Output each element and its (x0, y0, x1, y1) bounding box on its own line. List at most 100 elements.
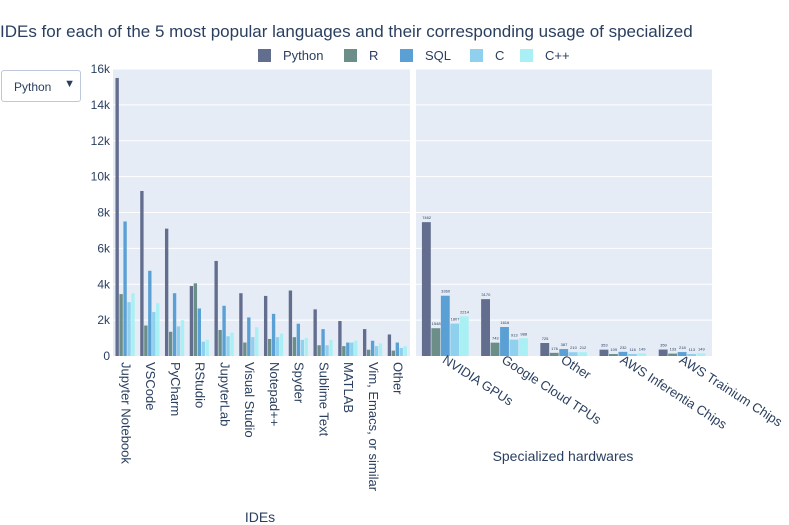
bar-python-jupyterlab (214, 260, 218, 356)
bar-c-vim-emacs-or-similar (378, 343, 383, 356)
bar-python-notepad (263, 295, 268, 356)
bar-python-vscode (140, 190, 144, 356)
bar-sql-google-cloud-tpus (500, 327, 509, 356)
bar-sql-pycharm (172, 293, 177, 356)
x-tick-label-vscode: VSCode (143, 362, 158, 410)
bar-r-jupyterlab (218, 329, 222, 356)
data-label-c-google-cloud-tpus: 913 (511, 333, 518, 338)
bar-r-nvidia-gpus (431, 328, 441, 356)
bar-python-other (540, 342, 550, 356)
bar-r-other (549, 352, 559, 356)
x-tick-label-rstudio: RStudio (193, 362, 208, 408)
bar-c-sublime-text (325, 345, 329, 356)
bar-c-vscode (156, 303, 160, 356)
legend-label-python: Python (283, 48, 323, 63)
legend-label-c: C (495, 48, 504, 63)
bar-c-aws-inferentia-chips (637, 353, 647, 356)
language-dropdown[interactable]: Python ▼ (1, 70, 81, 102)
bar-sql-matlab (346, 342, 350, 356)
bar-c-matlab (350, 342, 354, 356)
bar-python-visual-studio (239, 293, 243, 356)
legend-item-r: R (344, 48, 378, 63)
bar-python-sublime-text (313, 309, 317, 356)
x-tick-label-google-cloud-tpus: Google Cloud TPUs (499, 352, 604, 428)
x-tick-label-aws-inferentia-chips: AWS Inferentia Chips (618, 352, 730, 432)
bar-sql-vim-emacs-or-similar (370, 340, 375, 356)
legend-item-python: Python (258, 48, 323, 63)
legend-item-c: C (470, 48, 504, 63)
bar-r-visual-studio (243, 342, 247, 356)
bar-sql-rstudio (197, 308, 202, 356)
x-tick-label-other: Other (391, 362, 406, 395)
bars: 7462 3170 725 353 359 1548 743 176 109 133 3360 161… (421, 215, 706, 356)
bars (115, 77, 407, 356)
bar-r-matlab (342, 346, 346, 356)
x-tick-label-matlab: MATLAB (341, 362, 356, 413)
data-label-c-aws-inferentia-chips: 149 (639, 346, 646, 351)
legend-label-r: R (369, 48, 378, 63)
data-label-c-aws-trainium-chips: 113 (689, 347, 696, 352)
bar-c-spyder (304, 338, 308, 356)
bar-c-pycharm (180, 320, 185, 356)
y-tick-label: 14k (91, 98, 111, 112)
bar-c-rstudio (205, 339, 209, 356)
bar-r-vim-emacs-or-similar (366, 349, 371, 356)
bar-r-sublime-text (317, 345, 321, 356)
bar-python-nvidia-gpus (421, 222, 431, 356)
bar-sql-nvidia-gpus (440, 295, 450, 356)
y-tick-label: 0 (103, 349, 110, 363)
x-axis-label: IDEs (245, 509, 275, 525)
data-label-c-aws-inferentia-chips: 116 (629, 347, 636, 352)
legend-label-sql: SQL (425, 48, 451, 63)
data-label-python-nvidia-gpus: 7462 (422, 215, 432, 220)
bar-c-other (568, 352, 578, 356)
data-label-r-nvidia-gpus: 1548 (432, 321, 442, 326)
bar-r-aws-inferentia-chips (608, 354, 618, 356)
bar-c-jupyterlab (226, 336, 230, 356)
bar-sql-aws-trainium-chips (677, 352, 687, 356)
x-tick-label-pycharm: PyCharm (168, 362, 183, 416)
bar-c-notepad (279, 333, 284, 356)
legend-swatch-sql (400, 49, 413, 62)
legend-swatch-c (520, 49, 533, 62)
y-tick-labels: 0 2k 4k 6k 8k 10k 12k 14k 16k (91, 62, 111, 363)
bar-sql-sublime-text (321, 329, 325, 356)
bar-r-other (391, 350, 396, 356)
chart-title: IDEs for each of the 5 most popular lang… (0, 22, 693, 41)
bar-c-matlab (354, 340, 358, 356)
bar-c-jupyter-notebook (131, 293, 135, 356)
y-tick-label: 8k (97, 206, 111, 220)
bar-c-other (403, 346, 407, 356)
bar-sql-other (559, 349, 569, 356)
legend-swatch-c (470, 49, 483, 62)
data-label-python-aws-trainium-chips: 359 (660, 343, 667, 348)
x-tick-label-visual-studio: Visual Studio (242, 362, 257, 438)
gridlines (113, 68, 410, 321)
data-label-sql-nvidia-gpus: 3360 (441, 289, 451, 294)
bar-r-google-cloud-tpus (490, 342, 500, 356)
legend-swatch-r (344, 49, 357, 62)
bar-r-pycharm (168, 331, 173, 356)
x-tick-label-spyder: Spyder (292, 362, 307, 404)
bar-c-aws-trainium-chips (696, 353, 706, 356)
bar-sql-visual-studio (247, 317, 251, 356)
data-label-c-other: 210 (570, 345, 577, 350)
data-label-r-aws-inferentia-chips: 109 (610, 347, 617, 352)
ide-subplot: Jupyter Notebook VSCode PyCharm RStudio Jupy… (91, 62, 410, 525)
bar-sql-jupyter-notebook (123, 221, 127, 356)
data-label-python-google-cloud-tpus: 3170 (481, 292, 491, 297)
x-tick-label-jupyterlab: JupyterLab (217, 362, 232, 426)
y-tick-label: 16k (91, 62, 111, 76)
hardware-subplot: 7462 3170 725 353 359 1548 743 176 109 133 3360 161… (416, 68, 786, 464)
bar-sql-aws-inferentia-chips (618, 351, 628, 356)
data-label-r-aws-trainium-chips: 133 (670, 347, 677, 352)
bar-r-aws-trainium-chips (668, 353, 678, 356)
bar-python-other (387, 334, 392, 356)
bar-r-spyder (292, 337, 297, 356)
bar-sql-jupyterlab (222, 305, 226, 356)
y-tick-label: 6k (97, 241, 111, 255)
data-label-c-aws-trainium-chips: 149 (698, 346, 705, 351)
legend-item-c: C++ (520, 48, 570, 63)
x-tick-label-vim-emacs-or-similar: Vim, Emacs, or similar (366, 362, 381, 492)
